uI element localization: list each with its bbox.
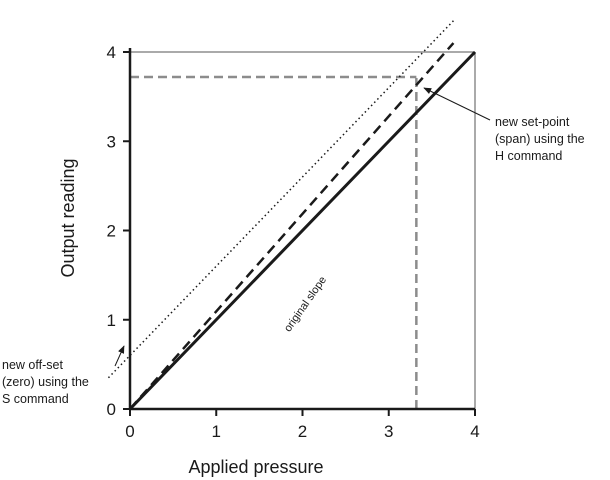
y-tick-label-2: 2 <box>107 222 116 241</box>
annotation-offset-line-2: (zero) using the <box>2 375 89 389</box>
y-axis-title: Output reading <box>58 158 78 277</box>
y-tick-label-4: 4 <box>107 43 116 62</box>
labels: Applied pressure Output reading original… <box>2 87 585 477</box>
series-lines <box>107 20 477 411</box>
series-line-dotted <box>107 20 454 379</box>
annotation-span-line-2: (span) using the <box>495 132 585 146</box>
annotation-offset-line-3: S command <box>2 392 69 406</box>
annotation-offset-arrow <box>114 345 125 367</box>
y-tick-label-0: 0 <box>107 400 116 419</box>
reference-lines <box>130 51 476 409</box>
x-tick-label-0: 0 <box>125 422 134 441</box>
y-tick-label-1: 1 <box>107 311 116 330</box>
x-tick-label-3: 3 <box>384 422 393 441</box>
x-tick-label-2: 2 <box>298 422 307 441</box>
annotation-span-arrow <box>423 87 491 121</box>
x-tick-label-4: 4 <box>470 422 479 441</box>
y-tick-label-3: 3 <box>107 132 116 151</box>
annotation-span-line-3: H command <box>495 149 562 163</box>
axes: 0 1 2 3 4 0 1 2 3 4 <box>107 43 480 441</box>
series-line-solid <box>128 50 477 411</box>
x-axis-title: Applied pressure <box>188 457 323 477</box>
series-line-dashed <box>129 42 455 410</box>
series-label-original-slope: original slope <box>282 274 329 334</box>
annotation-span-line-1: new set-point <box>495 115 570 129</box>
annotation-offset-line-1: new off-set <box>2 358 63 372</box>
x-tick-label-1: 1 <box>212 422 221 441</box>
